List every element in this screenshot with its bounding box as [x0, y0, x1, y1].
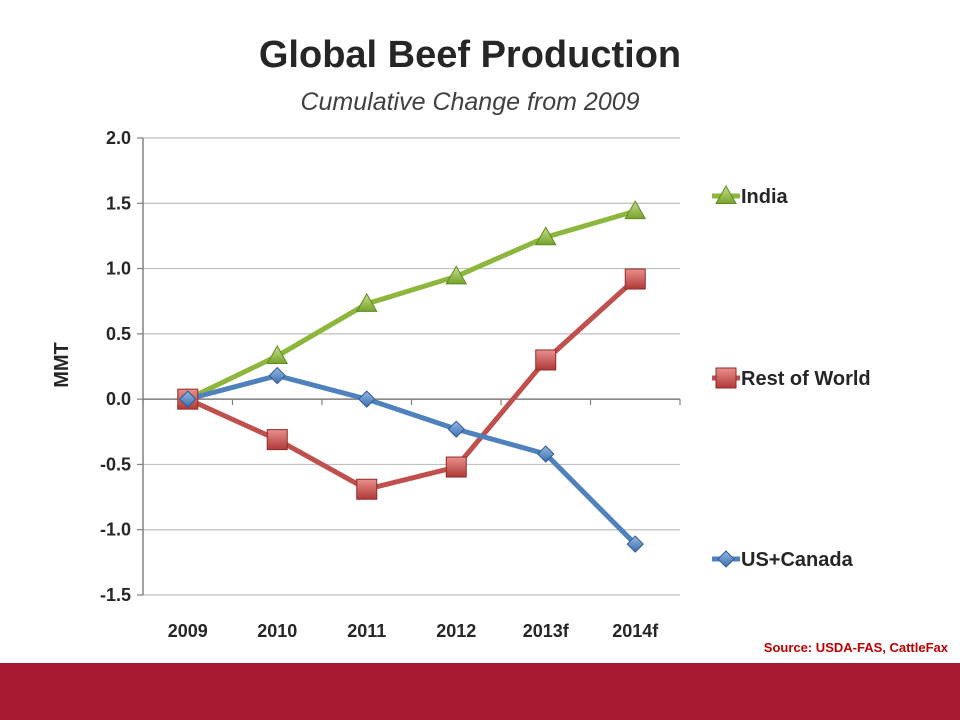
gridlines — [143, 137, 680, 596]
data-point-diamond — [626, 535, 644, 553]
y-tick-label: 0.0 — [106, 389, 131, 409]
y-tick-label: 1.0 — [106, 259, 131, 279]
y-tick-label: 0.5 — [106, 324, 131, 344]
x-tick-label: 2014f — [612, 621, 659, 641]
legend-label: India — [741, 186, 789, 208]
data-point-diamond — [447, 420, 465, 438]
line-chart: 2.0 1.5 1.0 0.5 0.0 -0.5 -1.0 -1.5 2009 2010 2011 2… — [51, 128, 871, 641]
legend-label: Rest of World — [741, 368, 871, 390]
data-point-diamond — [179, 390, 197, 408]
series-lines — [185, 208, 638, 547]
data-point-square — [266, 429, 288, 451]
data-point-square — [445, 456, 467, 478]
data-point-diamond — [358, 390, 376, 408]
series-line-us-canada — [185, 373, 638, 547]
chart-subtitle: Cumulative Change from 2009 — [300, 88, 640, 116]
y-tick-label: 1.5 — [106, 193, 131, 213]
data-point-square — [356, 478, 378, 500]
data-point-triangle — [445, 265, 468, 285]
legend-label: US+Canada — [741, 549, 854, 571]
x-tick-label: 2009 — [168, 621, 208, 641]
data-point-triangle — [624, 200, 647, 220]
tick-labels: 2.0 1.5 1.0 0.5 0.0 -0.5 -1.0 -1.5 2009 2010 2011 2… — [100, 128, 659, 641]
data-point-diamond — [537, 445, 555, 463]
series-line-rest-of-world — [185, 276, 638, 492]
y-tick-label: 2.0 — [106, 128, 131, 148]
footer-bar — [0, 663, 960, 720]
x-tick-label: 2010 — [257, 621, 297, 641]
series-markers — [176, 200, 647, 553]
y-axis-label: MMT — [51, 342, 73, 388]
chart-title: Global Beef Production — [258, 34, 682, 76]
legend: India Rest of World US+Canada — [712, 184, 871, 571]
data-point-square — [535, 349, 557, 371]
y-tick-label: -0.5 — [100, 454, 131, 474]
data-point-square — [624, 268, 646, 290]
x-tick-label: 2013f — [523, 621, 570, 641]
data-point-diamond — [268, 366, 286, 385]
series-line-india — [185, 208, 638, 402]
data-point-triangle — [715, 184, 737, 204]
y-tick-label: -1.5 — [100, 585, 131, 605]
data-point-triangle — [266, 345, 289, 365]
x-tick-label: 2011 — [347, 621, 386, 641]
data-point-diamond — [717, 550, 735, 568]
data-point-triangle — [355, 292, 378, 312]
axes — [137, 137, 681, 596]
data-point-square — [715, 367, 737, 389]
source-note: Source: USDA-FAS, CattleFax — [763, 640, 948, 655]
y-tick-label: -1.0 — [100, 520, 131, 540]
data-point-triangle — [534, 226, 557, 246]
x-tick-label: 2012 — [436, 621, 476, 641]
